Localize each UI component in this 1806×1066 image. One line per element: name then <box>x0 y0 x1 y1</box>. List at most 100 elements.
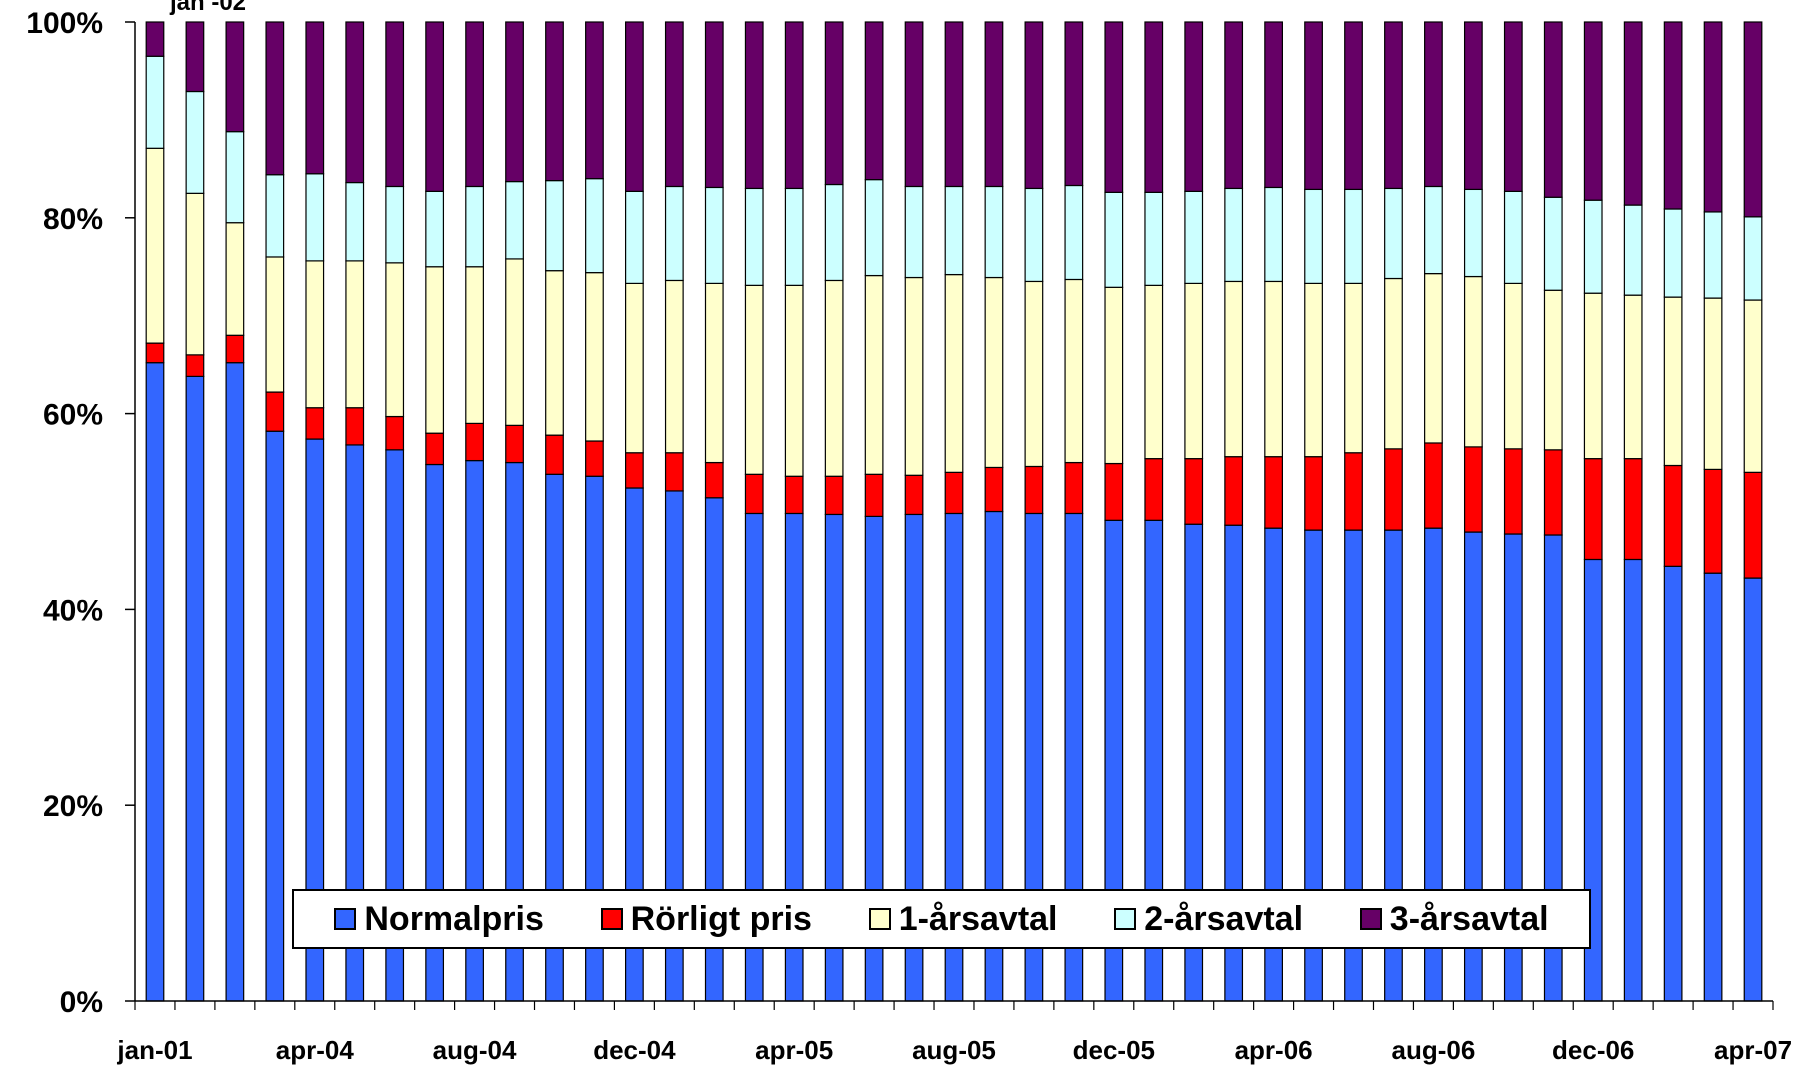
bar-segment-1-21 <box>984 466 1004 513</box>
bar-segment-2-20 <box>944 273 964 473</box>
legend: Normalpris Rörligt pris 1-årsavtal 2-årsavt… <box>292 889 1591 949</box>
y-tick-label: 80% <box>43 203 103 236</box>
bar-segment-4-37 <box>1623 21 1643 206</box>
bar-segment-4-2 <box>225 21 245 133</box>
bar-segment-2-35 <box>1543 289 1563 451</box>
bar-segment-2-13 <box>664 279 684 454</box>
bar-segment-1-29 <box>1304 456 1323 531</box>
bar-segment-1-2 <box>225 334 245 364</box>
bar-segment-4-38 <box>1663 21 1683 210</box>
bar-segment-0-1 <box>185 375 205 1002</box>
bar-segment-1-15 <box>744 473 764 515</box>
bar-segment-2-12 <box>624 282 644 454</box>
x-tick-label: apr-07 <box>1714 1035 1792 1065</box>
bar-segment-4-3 <box>265 21 285 176</box>
legend-label: 2-årsavtal <box>1144 899 1304 938</box>
bar-segment-2-31 <box>1384 277 1403 450</box>
bar-segment-4-20 <box>944 21 964 188</box>
bar-segment-3-37 <box>1623 204 1643 296</box>
bar-segment-0-3 <box>265 430 285 1002</box>
bar-segment-3-24 <box>1104 191 1124 288</box>
bar-segment-1-27 <box>1224 456 1244 526</box>
bar-segment-1-38 <box>1663 464 1683 567</box>
bar-segment-1-40 <box>1743 471 1763 579</box>
bar-segment-1-23 <box>1064 461 1084 515</box>
bar-segment-3-8 <box>465 185 484 268</box>
bar-segment-3-36 <box>1583 199 1603 294</box>
bar-segment-2-36 <box>1583 292 1603 460</box>
bar-segment-4-21 <box>984 21 1004 188</box>
bar-segment-4-35 <box>1543 21 1563 198</box>
bar-segment-4-34 <box>1503 21 1523 192</box>
bar-segment-1-28 <box>1264 456 1283 529</box>
bar-segment-3-21 <box>984 185 1004 279</box>
bar-segment-1-37 <box>1623 458 1643 561</box>
bar-segment-1-35 <box>1543 449 1563 536</box>
bar-segment-2-34 <box>1503 282 1523 450</box>
bar-segment-1-1 <box>185 354 205 377</box>
bar-segment-2-3 <box>265 256 285 393</box>
legend-swatch <box>868 908 891 930</box>
bar-segment-1-32 <box>1424 442 1443 529</box>
corner-label: jan -02 <box>169 0 246 16</box>
x-tick-label: dec-05 <box>1073 1035 1155 1065</box>
bar-segment-0-0 <box>145 362 165 1002</box>
bar-segment-2-10 <box>545 270 564 436</box>
bar-segment-3-1 <box>185 90 205 194</box>
x-tick-label: apr-04 <box>276 1035 355 1065</box>
bar-segment-3-23 <box>1064 184 1084 281</box>
bar-segment-1-33 <box>1463 446 1483 533</box>
bar-segment-2-11 <box>585 272 604 442</box>
bar-segment-0-39 <box>1703 572 1723 1002</box>
bar-segment-4-12 <box>624 21 644 192</box>
bar-segment-1-22 <box>1024 465 1044 515</box>
bar-segment-2-8 <box>465 266 484 424</box>
bar-segment-4-36 <box>1583 21 1603 201</box>
bar-segment-2-28 <box>1264 280 1283 458</box>
bar-segment-1-0 <box>145 342 165 364</box>
bar-segment-0-38 <box>1663 565 1683 1002</box>
bar-segment-2-14 <box>704 282 724 464</box>
bar-segment-4-16 <box>784 21 804 190</box>
bar-segment-3-33 <box>1463 188 1483 278</box>
bar-segment-2-9 <box>505 258 524 426</box>
bar-segment-1-6 <box>385 415 405 451</box>
bar-segment-1-17 <box>824 475 844 516</box>
bar-segment-3-25 <box>1144 191 1164 286</box>
bar-segment-1-12 <box>624 452 644 489</box>
bar-segment-3-3 <box>265 174 285 258</box>
bar-segment-4-24 <box>1104 21 1124 193</box>
bar-segment-3-4 <box>305 173 325 262</box>
bar-segment-2-21 <box>984 276 1004 469</box>
legend-label: 3-årsavtal <box>1389 899 1549 938</box>
bar-segment-0-37 <box>1623 558 1643 1002</box>
bar-segment-4-5 <box>345 21 365 184</box>
bar-segment-2-6 <box>385 262 405 418</box>
bar-segment-4-11 <box>585 21 604 180</box>
bar-segment-1-30 <box>1344 452 1363 531</box>
bar-segment-4-27 <box>1224 21 1244 190</box>
bar-segment-1-39 <box>1703 468 1723 574</box>
legend-swatch <box>1114 908 1137 930</box>
bar-segment-2-5 <box>345 260 365 409</box>
x-tick-label: dec-04 <box>593 1035 676 1065</box>
x-tick-label: aug-04 <box>433 1035 517 1065</box>
bar-segment-3-31 <box>1384 187 1403 280</box>
bar-segment-1-19 <box>904 474 924 516</box>
bar-segment-1-24 <box>1104 462 1124 521</box>
bar-segment-3-2 <box>225 131 245 224</box>
y-tick-label: 40% <box>43 594 103 627</box>
bar-segment-3-32 <box>1424 185 1443 275</box>
bar-segment-1-3 <box>265 391 285 432</box>
legend-item-2: 1-årsavtal <box>868 900 1058 939</box>
x-tick-label: dec-06 <box>1552 1035 1634 1065</box>
bar-segment-1-4 <box>305 407 325 440</box>
bar-segment-3-15 <box>744 187 764 286</box>
bar-segment-3-27 <box>1224 187 1244 283</box>
bar-segment-4-6 <box>385 21 405 188</box>
x-tick-label: aug-06 <box>1392 1035 1476 1065</box>
bar-segment-4-23 <box>1064 21 1084 187</box>
bar-segment-3-9 <box>505 180 524 260</box>
legend-item-1: Rörligt pris <box>600 900 812 939</box>
bar-segment-4-33 <box>1463 21 1483 191</box>
